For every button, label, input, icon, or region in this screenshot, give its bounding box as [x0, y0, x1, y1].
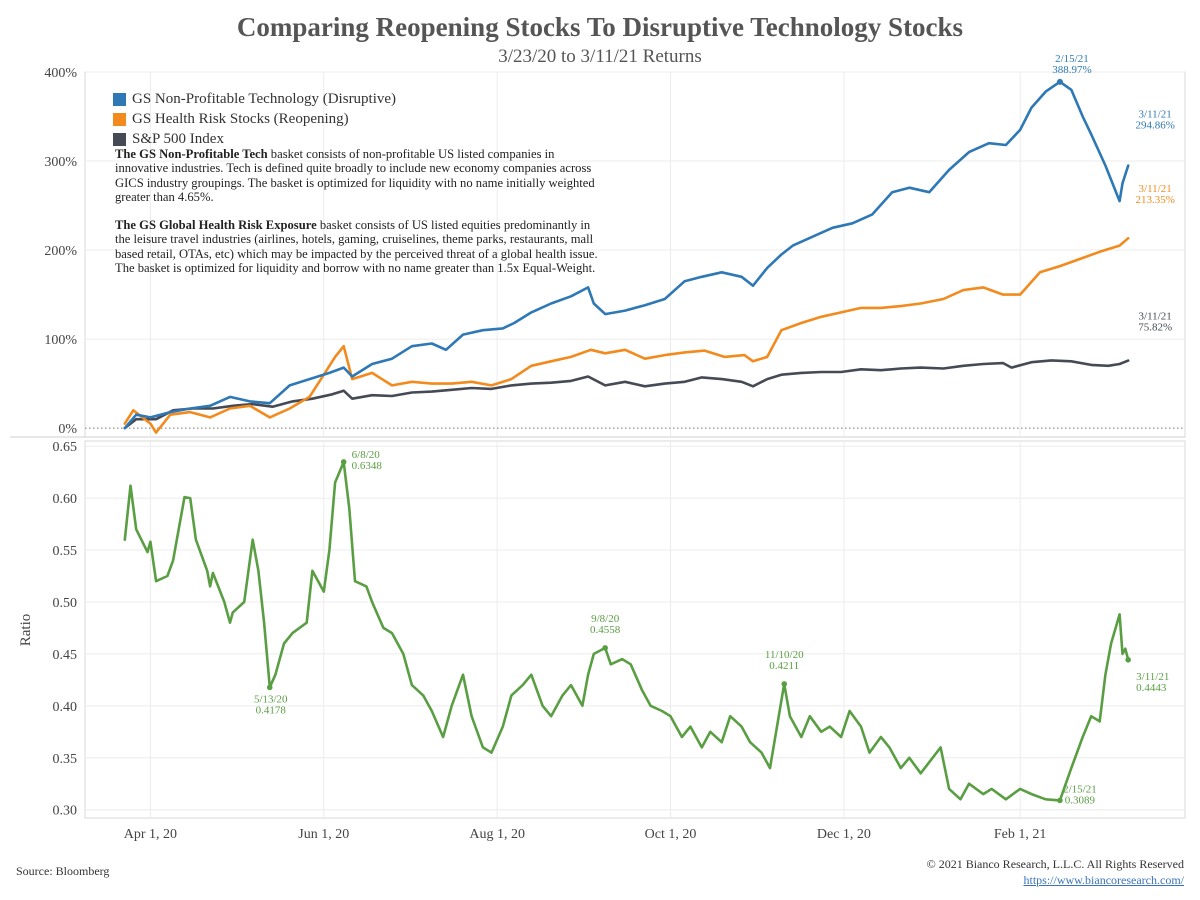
y-tick-label-bottom: 0.45 [53, 648, 78, 663]
source-note: Source: Bloomberg [16, 864, 110, 878]
annotation-date-label: 11/10/20 [765, 649, 804, 661]
annotation-date-label: 3/11/21 [1139, 183, 1172, 195]
y-tick-label-bottom: 0.35 [53, 752, 78, 767]
annotation-dot-ratio [1125, 657, 1131, 663]
x-tick-label: Aug 1, 20 [469, 827, 525, 842]
y-tick-label-bottom: 0.40 [53, 700, 78, 715]
annotation-dot-ratio [781, 681, 788, 687]
annotation-date-label: 3/11/21 [1139, 109, 1172, 121]
annotation-value-label: 0.3089 [1065, 794, 1096, 806]
bottom-panel-frame [84, 440, 1186, 819]
annotation-value-label: 294.86% [1135, 120, 1174, 132]
series-line-sp500 [123, 359, 1130, 430]
y-tick-label-top: 100% [44, 333, 77, 348]
legend-swatch-disruptive [113, 92, 126, 106]
annotation-date-label: 3/11/21 [1136, 671, 1169, 683]
legend-label-reopening: GS Health Risk Stocks (Reopening) [132, 110, 349, 127]
annotation-date-label: 6/8/20 [352, 449, 381, 461]
note-reopening-text: basket consists of US listed equities pr… [115, 218, 598, 276]
chart-title: Comparing Reopening Stocks To Disruptive… [236, 12, 964, 42]
annotation-date-label: 9/8/20 [591, 613, 620, 625]
y-tick-label-bottom: 0.65 [53, 440, 78, 455]
y-tick-label-bottom: 0.60 [53, 492, 78, 507]
annotation-dot-ratio [602, 645, 608, 651]
x-tick-label: Jun 1, 20 [298, 827, 349, 842]
annotation-date-label: 2/15/21 [1063, 783, 1097, 795]
y-tick-label-bottom: 0.50 [53, 596, 78, 611]
note-reopening-heading: The GS Global Health Risk Exposure [115, 218, 317, 233]
annotation-value-label: 75.82% [1138, 322, 1172, 334]
note-disruptive: The GS Non-Profitable Tech basket consis… [115, 147, 605, 204]
series-line-disruptive [123, 80, 1130, 430]
annotation-value-label: 388.97% [1052, 64, 1091, 76]
copyright-text: © 2021 Bianco Research, L.L.C. All Right… [926, 857, 1184, 871]
y-tick-label-top: 300% [44, 155, 77, 170]
basket-notes: The GS Non-Profitable Tech basket consis… [115, 147, 605, 289]
annotation-date-label: 3/11/21 [1139, 311, 1172, 323]
chart-subtitle: 3/23/20 to 3/11/21 Returns [498, 46, 702, 67]
website-link[interactable]: https://www.biancoresearch.com/ [1023, 873, 1184, 887]
series-line-ratio [123, 460, 1130, 802]
note-reopening: The GS Global Health Risk Exposure baske… [115, 218, 605, 275]
y-tick-label-bottom: 0.55 [53, 544, 78, 559]
x-tick-label: Feb 1, 21 [994, 827, 1047, 842]
annotation-dot-disruptive-peak [1056, 78, 1063, 85]
annotation-value-label: 0.4558 [590, 624, 621, 636]
annotation-value-label: 0.4178 [256, 704, 287, 716]
series-line-reopening [123, 236, 1130, 434]
y-tick-label-bottom: 0.30 [53, 804, 78, 819]
y-axis-label-ratio: Ratio [18, 614, 34, 647]
annotation-value-label: 0.4443 [1136, 682, 1167, 694]
annotation-dot-ratio [1057, 797, 1063, 804]
legend-swatch-reopening [113, 112, 126, 126]
x-tick-label: Oct 1, 20 [645, 827, 697, 842]
annotation-value-label: 0.4211 [769, 660, 799, 672]
annotation-date-label: 2/15/21 [1055, 53, 1089, 65]
x-tick-label: Apr 1, 20 [124, 827, 177, 842]
y-tick-label-top: 400% [44, 66, 77, 81]
annotation-date-label: 5/13/20 [254, 693, 288, 705]
y-tick-label-top: 0% [58, 422, 77, 437]
x-tick-label: Dec 1, 20 [817, 827, 871, 842]
note-disruptive-heading: The GS Non-Profitable Tech [115, 147, 268, 161]
legend-item-reopening: GS Health Risk Stocks (Reopening) [113, 109, 396, 129]
annotation-dot-ratio [340, 459, 347, 465]
note-disruptive-text: basket consists of non-profitable US lis… [115, 147, 595, 204]
annotation-value-label: 0.6348 [352, 460, 383, 472]
legend-swatch-sp500 [113, 132, 126, 146]
legend-item-sp500: S&P 500 Index [113, 129, 396, 149]
y-tick-label-top: 200% [44, 244, 77, 259]
legend-label-sp500: S&P 500 Index [132, 130, 224, 147]
annotation-dot-ratio [266, 684, 273, 691]
legend-label-disruptive: GS Non-Profitable Technology (Disruptive… [132, 90, 397, 107]
legend-item-disruptive: GS Non-Profitable Technology (Disruptive… [113, 89, 396, 109]
footer-credits: © 2021 Bianco Research, L.L.C. All Right… [927, 856, 1184, 888]
annotation-value-label: 213.35% [1135, 194, 1174, 206]
legend: GS Non-Profitable Technology (Disruptive… [113, 89, 396, 149]
